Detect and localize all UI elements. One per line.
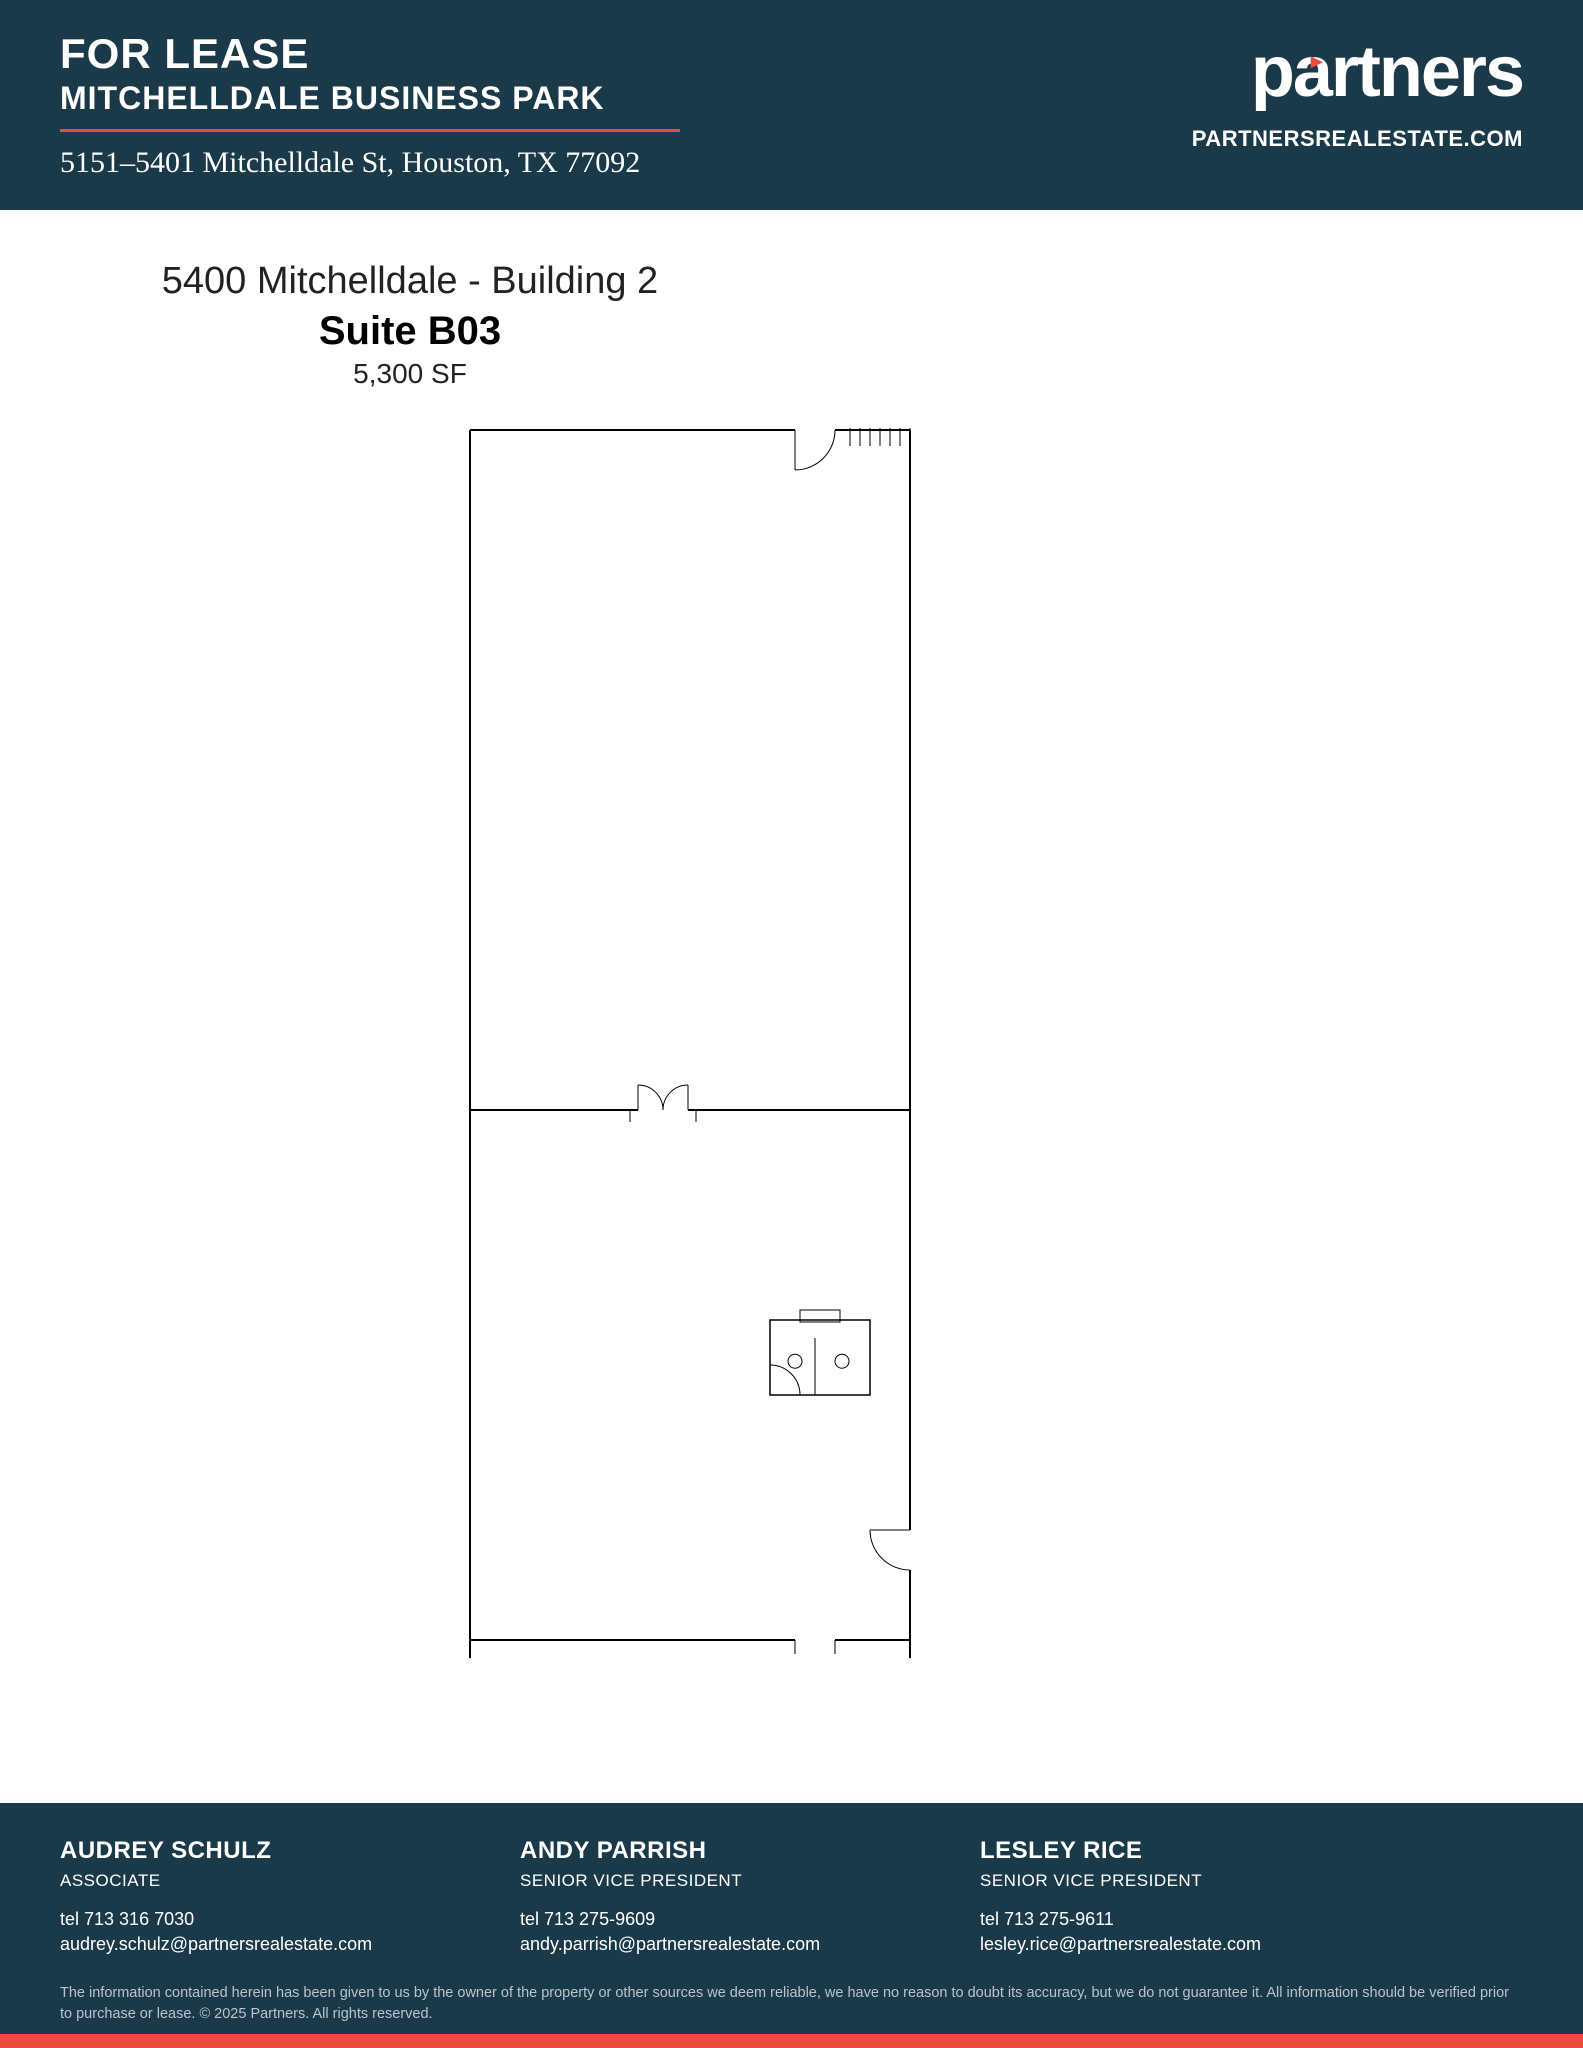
contact-title: SENIOR VICE PRESIDENT (520, 1871, 920, 1891)
contact-card: ANDY PARRISH SENIOR VICE PRESIDENT tel 713… (520, 1837, 920, 1955)
contact-tel: tel 713 316 7030 (60, 1909, 460, 1930)
logo-accent-icon: ▸ (1311, 50, 1320, 72)
header-bar: FOR LEASE MITCHELLDALE BUSINESS PARK 515… (0, 0, 1583, 210)
website-url: PARTNERSREALESTATE.COM (1192, 126, 1523, 152)
partners-logo: partners ▸ (1251, 36, 1523, 108)
contact-card: LESLEY RICE SENIOR VICE PRESIDENT tel 713 … (980, 1837, 1380, 1955)
accent-rule (60, 129, 680, 132)
square-footage: 5,300 SF (110, 358, 710, 390)
contact-name: LESLEY RICE (980, 1837, 1380, 1865)
contact-name: ANDY PARRISH (520, 1837, 920, 1865)
header-left: FOR LEASE MITCHELLDALE BUSINESS PARK 515… (60, 30, 1192, 180)
contact-email: audrey.schulz@partnersrealestate.com (60, 1934, 460, 1955)
footer-bar: AUDREY SCHULZ ASSOCIATE tel 713 316 7030 au… (0, 1803, 1583, 2034)
contact-tel: tel 713 275-9609 (520, 1909, 920, 1930)
building-line: 5400 Mitchelldale - Building 2 (110, 260, 710, 303)
contact-card: AUDREY SCHULZ ASSOCIATE tel 713 316 7030 au… (60, 1837, 460, 1955)
main-content: 5400 Mitchelldale - Building 2 Suite B03… (0, 210, 1583, 1803)
contact-name: AUDREY SCHULZ (60, 1837, 460, 1865)
contact-email: lesley.rice@partnersrealestate.com (980, 1934, 1380, 1955)
contact-email: andy.parrish@partnersrealestate.com (520, 1934, 920, 1955)
suite-line: Suite B03 (110, 309, 710, 354)
park-name: MITCHELLDALE BUSINESS PARK (60, 80, 1192, 117)
contact-title: ASSOCIATE (60, 1871, 460, 1891)
contacts-row: AUDREY SCHULZ ASSOCIATE tel 713 316 7030 au… (60, 1837, 1523, 1955)
contact-tel: tel 713 275-9611 (980, 1909, 1380, 1930)
disclaimer-text: The information contained herein has bee… (60, 1983, 1523, 2024)
contact-title: SENIOR VICE PRESIDENT (980, 1871, 1380, 1891)
property-address: 5151–5401 Mitchelldale St, Houston, TX 7… (60, 146, 1192, 180)
suite-title-block: 5400 Mitchelldale - Building 2 Suite B03… (110, 260, 710, 390)
logo-text: partners (1251, 32, 1523, 112)
for-lease-label: FOR LEASE (60, 30, 1192, 78)
footer-accent-bar (0, 2034, 1583, 2048)
floorplan-diagram (460, 420, 980, 1670)
header-right: partners ▸ PARTNERSREALESTATE.COM (1192, 30, 1523, 152)
